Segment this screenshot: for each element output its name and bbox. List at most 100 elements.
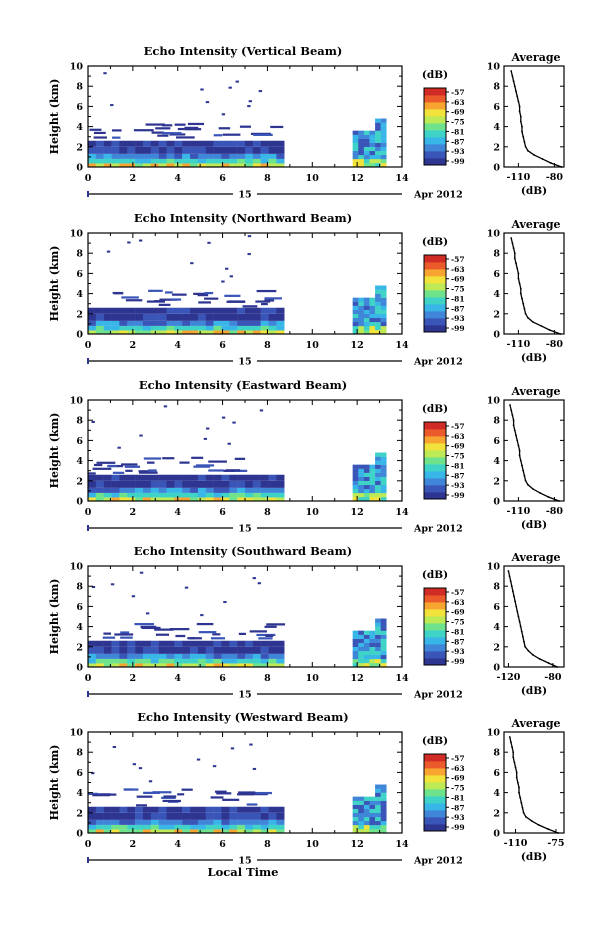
echo-cell bbox=[245, 146, 254, 154]
profile-point bbox=[518, 620, 521, 623]
echo-cell bbox=[166, 163, 175, 167]
echo-cell bbox=[103, 474, 112, 481]
echo-cell bbox=[142, 812, 152, 820]
echo-cell bbox=[88, 474, 97, 481]
colorbar-tick-label: -69 bbox=[451, 608, 465, 617]
echo-cell bbox=[166, 819, 175, 825]
echo-cell bbox=[363, 662, 370, 668]
profile-point bbox=[519, 115, 522, 118]
echo-cell bbox=[174, 487, 183, 493]
echo-cell bbox=[182, 320, 191, 326]
echo-cell bbox=[215, 790, 227, 793]
echo-cell bbox=[127, 653, 136, 659]
x-tick-label: 8 bbox=[264, 839, 271, 850]
echo-cell bbox=[358, 828, 365, 834]
echo-cell bbox=[190, 653, 199, 659]
echo-cell bbox=[213, 487, 222, 493]
echo-cell bbox=[110, 104, 114, 107]
echo-cell bbox=[380, 293, 387, 298]
echo-cell bbox=[166, 646, 175, 654]
echo-cell bbox=[221, 113, 226, 116]
y-tick-label: 10 bbox=[70, 229, 84, 240]
echo-cell bbox=[200, 88, 204, 91]
echo-cell bbox=[158, 487, 167, 493]
echo-cell bbox=[205, 806, 214, 813]
chart-title: Echo Intensity (Southward Beam) bbox=[134, 544, 352, 558]
colorbar-swatch bbox=[424, 144, 446, 152]
echo-cell bbox=[103, 658, 112, 664]
colorbar-tick-label: -75 bbox=[451, 618, 465, 627]
colorbar-swatch bbox=[424, 761, 446, 769]
echo-cell bbox=[139, 571, 144, 574]
echo-cell bbox=[197, 313, 206, 321]
echo-cell bbox=[166, 153, 175, 159]
echo-cell bbox=[111, 320, 120, 326]
echo-cell bbox=[200, 614, 204, 617]
echo-cell bbox=[276, 829, 285, 833]
echo-cell bbox=[150, 824, 159, 830]
echo-cell bbox=[213, 480, 222, 488]
echo-cell bbox=[182, 307, 191, 314]
echo-cell bbox=[237, 658, 246, 664]
echo-cell bbox=[121, 296, 139, 299]
colorbar-tick-label: -93 bbox=[451, 481, 465, 490]
echo-cell bbox=[142, 658, 152, 664]
profile-point bbox=[527, 316, 529, 319]
echo-cell bbox=[135, 320, 144, 326]
echo-cell bbox=[352, 150, 359, 156]
echo-cell bbox=[369, 824, 376, 830]
echo-cell bbox=[252, 330, 261, 334]
echo-cell bbox=[166, 158, 175, 164]
colorbar-frame bbox=[423, 87, 447, 166]
echo-cell bbox=[352, 134, 359, 139]
x-tick-label: 2 bbox=[130, 173, 137, 184]
echo-cell bbox=[264, 297, 282, 300]
echo-cell bbox=[127, 163, 136, 167]
echo-cell bbox=[237, 640, 246, 647]
echo-cell bbox=[380, 122, 387, 127]
echo-cell bbox=[182, 653, 191, 659]
echo-cell bbox=[155, 127, 171, 130]
echo-cell bbox=[369, 630, 376, 635]
echo-cell bbox=[88, 307, 97, 314]
echo-cell bbox=[260, 819, 269, 825]
echo-cell bbox=[352, 496, 359, 502]
echo-cell bbox=[352, 305, 359, 310]
echo-cell bbox=[221, 158, 230, 164]
echo-cell bbox=[229, 275, 234, 278]
echo-cell bbox=[120, 631, 130, 634]
echo-cell bbox=[174, 153, 183, 159]
echo-cell bbox=[205, 663, 214, 667]
echo-cell bbox=[237, 474, 246, 481]
echo-cell bbox=[221, 153, 230, 159]
echo-cell bbox=[252, 163, 261, 167]
echo-cell bbox=[380, 492, 387, 498]
echo-cell bbox=[237, 153, 246, 159]
echo-cell bbox=[190, 320, 199, 326]
echo-cell bbox=[358, 138, 365, 143]
echo-cell bbox=[260, 474, 269, 481]
echo-cell bbox=[352, 317, 359, 323]
echo-cell bbox=[139, 471, 158, 474]
colorbar-tick-label: -57 bbox=[451, 588, 465, 597]
echo-cell bbox=[119, 158, 128, 164]
profile-point bbox=[523, 640, 525, 643]
echo-cell bbox=[248, 100, 253, 103]
echo-cell bbox=[119, 829, 128, 833]
profile-y-tick-label: 8 bbox=[493, 416, 500, 427]
echo-cell bbox=[260, 646, 269, 654]
echo-cell bbox=[352, 824, 359, 830]
echo-cell bbox=[182, 140, 191, 147]
echo-cell bbox=[150, 313, 159, 321]
echo-cell bbox=[95, 497, 104, 501]
echo-cell bbox=[95, 658, 104, 664]
echo-cell bbox=[142, 330, 152, 334]
x-tick-label: 6 bbox=[219, 673, 226, 684]
echo-cell bbox=[380, 630, 387, 635]
echo-cell bbox=[229, 474, 238, 481]
echo-cell bbox=[363, 297, 370, 302]
echo-cell bbox=[143, 791, 160, 794]
colorbar-tick-label: -63 bbox=[451, 265, 465, 274]
echo-cell bbox=[380, 158, 387, 164]
